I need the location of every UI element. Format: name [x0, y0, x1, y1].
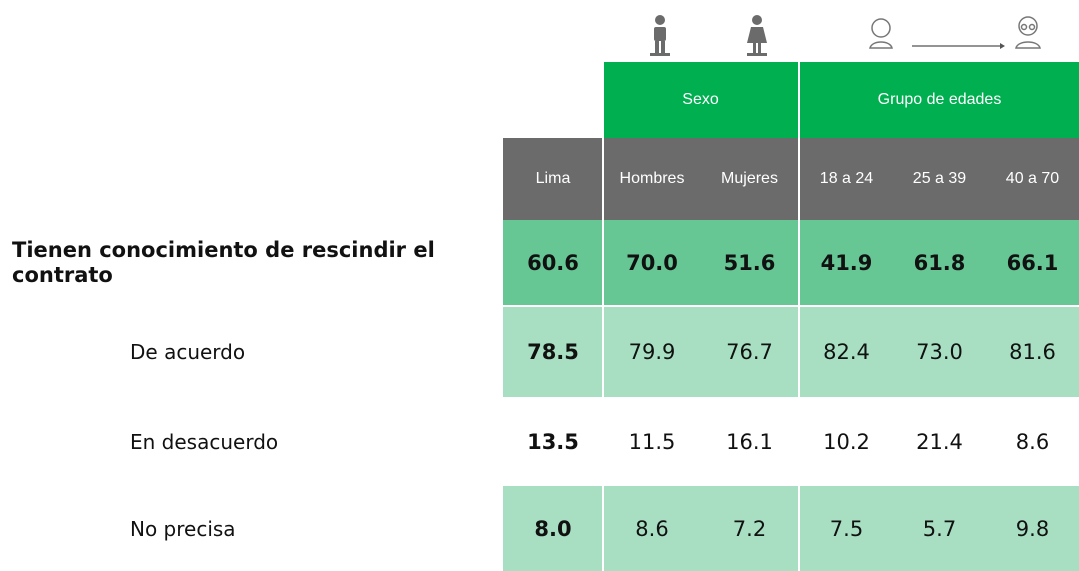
column-header: 40 a 70	[1005, 170, 1060, 187]
group-header: Sexo	[603, 62, 798, 138]
separator	[798, 486, 800, 571]
separator	[602, 62, 604, 398]
icons	[650, 15, 1041, 56]
row-label: De acuerdo	[130, 340, 246, 364]
cell-value: 11.5	[628, 429, 676, 454]
row-separator	[503, 305, 1079, 307]
cell-value: 5.7	[922, 516, 957, 541]
cell-value: 7.2	[732, 516, 767, 541]
cell-value: 21.4	[916, 429, 963, 454]
column-header: Mujeres	[721, 170, 778, 187]
man-icon	[650, 15, 670, 56]
woman-icon	[747, 15, 767, 56]
separator	[602, 486, 604, 571]
cell-value: 60.6	[527, 251, 579, 275]
column-header: Hombres	[619, 170, 685, 187]
row-bg	[503, 220, 1079, 306]
row-label: No precisa	[130, 516, 236, 541]
row-label: Tienen conocimiento de rescindir el cont…	[12, 237, 435, 287]
cell-value: 81.6	[1009, 340, 1056, 364]
cell-value: 79.9	[628, 340, 676, 364]
row-bg	[503, 307, 1079, 397]
column-header: 18 a 24	[819, 170, 874, 187]
cell-value: 8.0	[534, 516, 572, 541]
column-header: Lima	[535, 170, 571, 187]
arrow-head	[1000, 43, 1005, 49]
row-bg	[503, 398, 1079, 485]
cell-value: 70.0	[626, 251, 678, 275]
cell-value: 13.5	[527, 429, 579, 454]
young-icon	[869, 18, 893, 49]
row-label: En desacuerdo	[130, 429, 279, 454]
header-bg	[503, 138, 1079, 220]
cell-value: 51.6	[723, 251, 776, 275]
cell-value: 66.1	[1006, 251, 1059, 275]
cell-value: 8.6	[635, 516, 669, 541]
separator	[798, 62, 800, 398]
cell-value: 61.8	[913, 251, 966, 275]
cell-value: 16.1	[726, 429, 773, 454]
group-header: Grupo de edades	[800, 62, 1079, 138]
cell-value: 8.6	[1015, 429, 1050, 454]
cell-value: 10.2	[823, 429, 870, 454]
old-icon	[1015, 16, 1041, 49]
cell-value: 76.7	[726, 340, 773, 364]
cell-value: 78.5	[527, 340, 579, 364]
cell-value: 9.8	[1015, 516, 1050, 541]
cell-value: 73.0	[916, 340, 963, 364]
row-bg	[503, 486, 1079, 571]
column-header: 25 a 39	[912, 170, 967, 187]
cell-value: 82.4	[823, 340, 870, 364]
cell-value: 7.5	[829, 516, 864, 541]
cell-value: 41.9	[820, 251, 873, 275]
